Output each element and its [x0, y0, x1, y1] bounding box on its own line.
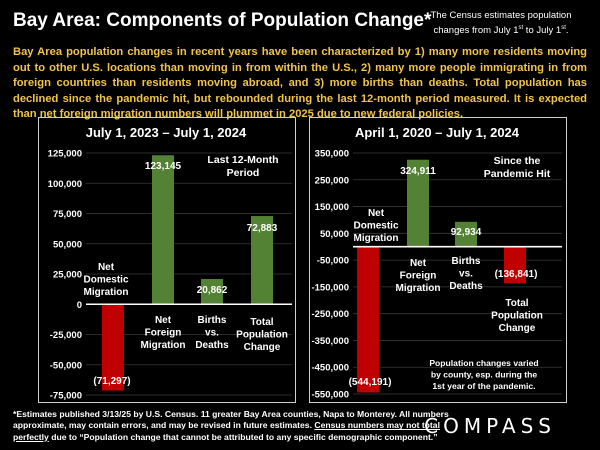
left-bar-4 — [251, 216, 273, 305]
right-value-label-4: (136,841) — [495, 269, 538, 280]
chart-title: Bay Area: Components of Population Chang… — [13, 10, 432, 31]
left-bar-2 — [152, 155, 174, 305]
right-y-tick-4: 50,000 — [320, 229, 349, 240]
right-category-label-1-line-3: Migration — [354, 233, 399, 244]
right-category-label-4-line-3: Change — [499, 323, 536, 334]
right-category-label-3-line-3: Deaths — [449, 281, 483, 292]
right-y-tick-7: -250,000 — [311, 309, 349, 320]
right-value-label-1: (544,191) — [349, 377, 392, 388]
right-bar-4 — [504, 246, 526, 284]
right-note-line-1: Population changes varied — [429, 358, 538, 368]
left-category-label-4-line-2: Population — [236, 330, 288, 341]
left-category-label-1-line-2: Domestic — [83, 275, 128, 286]
left-value-label-4: 72,883 — [247, 223, 278, 234]
left-category-label-2-line-3: Migration — [141, 340, 186, 351]
right-y-tick-3: 150,000 — [315, 202, 349, 213]
left-category-label-2-line-2: Foreign — [145, 328, 182, 339]
left-category-label-4-line-3: Change — [244, 342, 281, 353]
right-category-label-4-line-2: Population — [491, 311, 543, 322]
footer-text-2: due to “Population change that cannot be… — [48, 431, 438, 442]
left-y-tick-2: 100,000 — [48, 179, 82, 190]
left-chart-title: July 1, 2023 – July 1, 2024 — [85, 125, 247, 140]
right-annotation-line-1: Since the — [494, 155, 541, 167]
right-y-tick-10: -550,000 — [311, 390, 349, 401]
right-y-tick-2: 250,000 — [315, 175, 349, 186]
right-y-tick-1: 350,000 — [315, 149, 349, 160]
left-value-label-2: 123,145 — [145, 161, 182, 172]
left-category-label-2-line-1: Net — [155, 315, 172, 326]
left-bar-3 — [201, 279, 223, 305]
footer-note: *Estimates published 3/13/25 by U.S. Cen… — [13, 409, 453, 443]
left-value-label-1: (71,297) — [93, 376, 130, 387]
left-y-tick-1: 125,000 — [48, 149, 82, 160]
left-panel — [38, 117, 296, 403]
left-category-label-4-line-1: Total — [250, 317, 273, 328]
left-category-label-3-line-2: vs. — [205, 328, 219, 339]
footer-text-1: *Estimates published 3/13/25 by U.S. Cen… — [13, 409, 449, 431]
left-y-tick-8: -50,000 — [50, 360, 82, 371]
left-bar-1 — [102, 304, 124, 391]
census-note-line1: The Census estimates population — [430, 10, 572, 21]
right-value-label-3: 92,934 — [451, 227, 482, 238]
left-y-tick-3: 75,000 — [53, 209, 82, 220]
right-category-label-3-line-1: Births — [452, 256, 481, 267]
right-y-tick-5: -50,000 — [317, 256, 349, 267]
right-category-label-4-line-1: Total — [505, 298, 528, 309]
left-value-label-3: 20,862 — [197, 285, 228, 296]
intro-paragraph: Bay Area population changes in recent ye… — [13, 46, 587, 121]
census-note-line2: changes from July 1st to July 1st. — [433, 25, 569, 37]
left-annotation-line-1: Last 12-Month — [207, 154, 278, 166]
right-category-label-2-line-2: Foreign — [400, 271, 437, 282]
right-note-line-3: 1st year of the pandemic. — [432, 381, 535, 391]
right-annotation-line-2: Pandemic Hit — [484, 168, 551, 180]
left-annotation-line-2: Period — [227, 167, 260, 179]
left-y-tick-6: 0 — [77, 300, 82, 311]
right-bar-2 — [407, 159, 429, 247]
left-category-label-1-line-3: Migration — [84, 287, 129, 298]
left-category-label-1-line-1: Net — [98, 262, 115, 273]
right-chart-title: April 1, 2020 – July 1, 2024 — [354, 125, 520, 140]
right-category-label-3-line-2: vs. — [459, 269, 473, 280]
right-category-label-2-line-1: Net — [410, 258, 427, 269]
right-value-label-2: 324,911 — [400, 166, 436, 177]
right-y-tick-8: -350,000 — [311, 336, 349, 347]
right-panel — [309, 117, 567, 403]
census-note: The Census estimates population changes … — [416, 10, 586, 37]
footer-underlined: Census numbers may not total perfectly — [13, 420, 440, 442]
left-category-label-3-line-3: Deaths — [195, 340, 229, 351]
left-y-tick-7: -25,000 — [50, 330, 82, 341]
left-category-label-3-line-1: Births — [198, 315, 227, 326]
left-y-tick-4: 50,000 — [53, 239, 82, 250]
left-y-tick-5: 25,000 — [53, 270, 82, 281]
left-y-tick-9: -75,000 — [50, 391, 82, 402]
right-category-label-1-line-1: Net — [368, 208, 385, 219]
right-note-line-2: by county, esp. during the — [431, 370, 538, 380]
right-bar-3 — [455, 221, 477, 247]
right-category-label-2-line-3: Migration — [396, 283, 441, 294]
right-category-label-1-line-2: Domestic — [353, 221, 398, 232]
right-y-tick-6: -150,000 — [311, 282, 349, 293]
right-y-tick-9: -450,000 — [311, 363, 349, 374]
right-bar-1 — [357, 246, 379, 393]
compass-logo: COMPASS — [424, 414, 556, 438]
